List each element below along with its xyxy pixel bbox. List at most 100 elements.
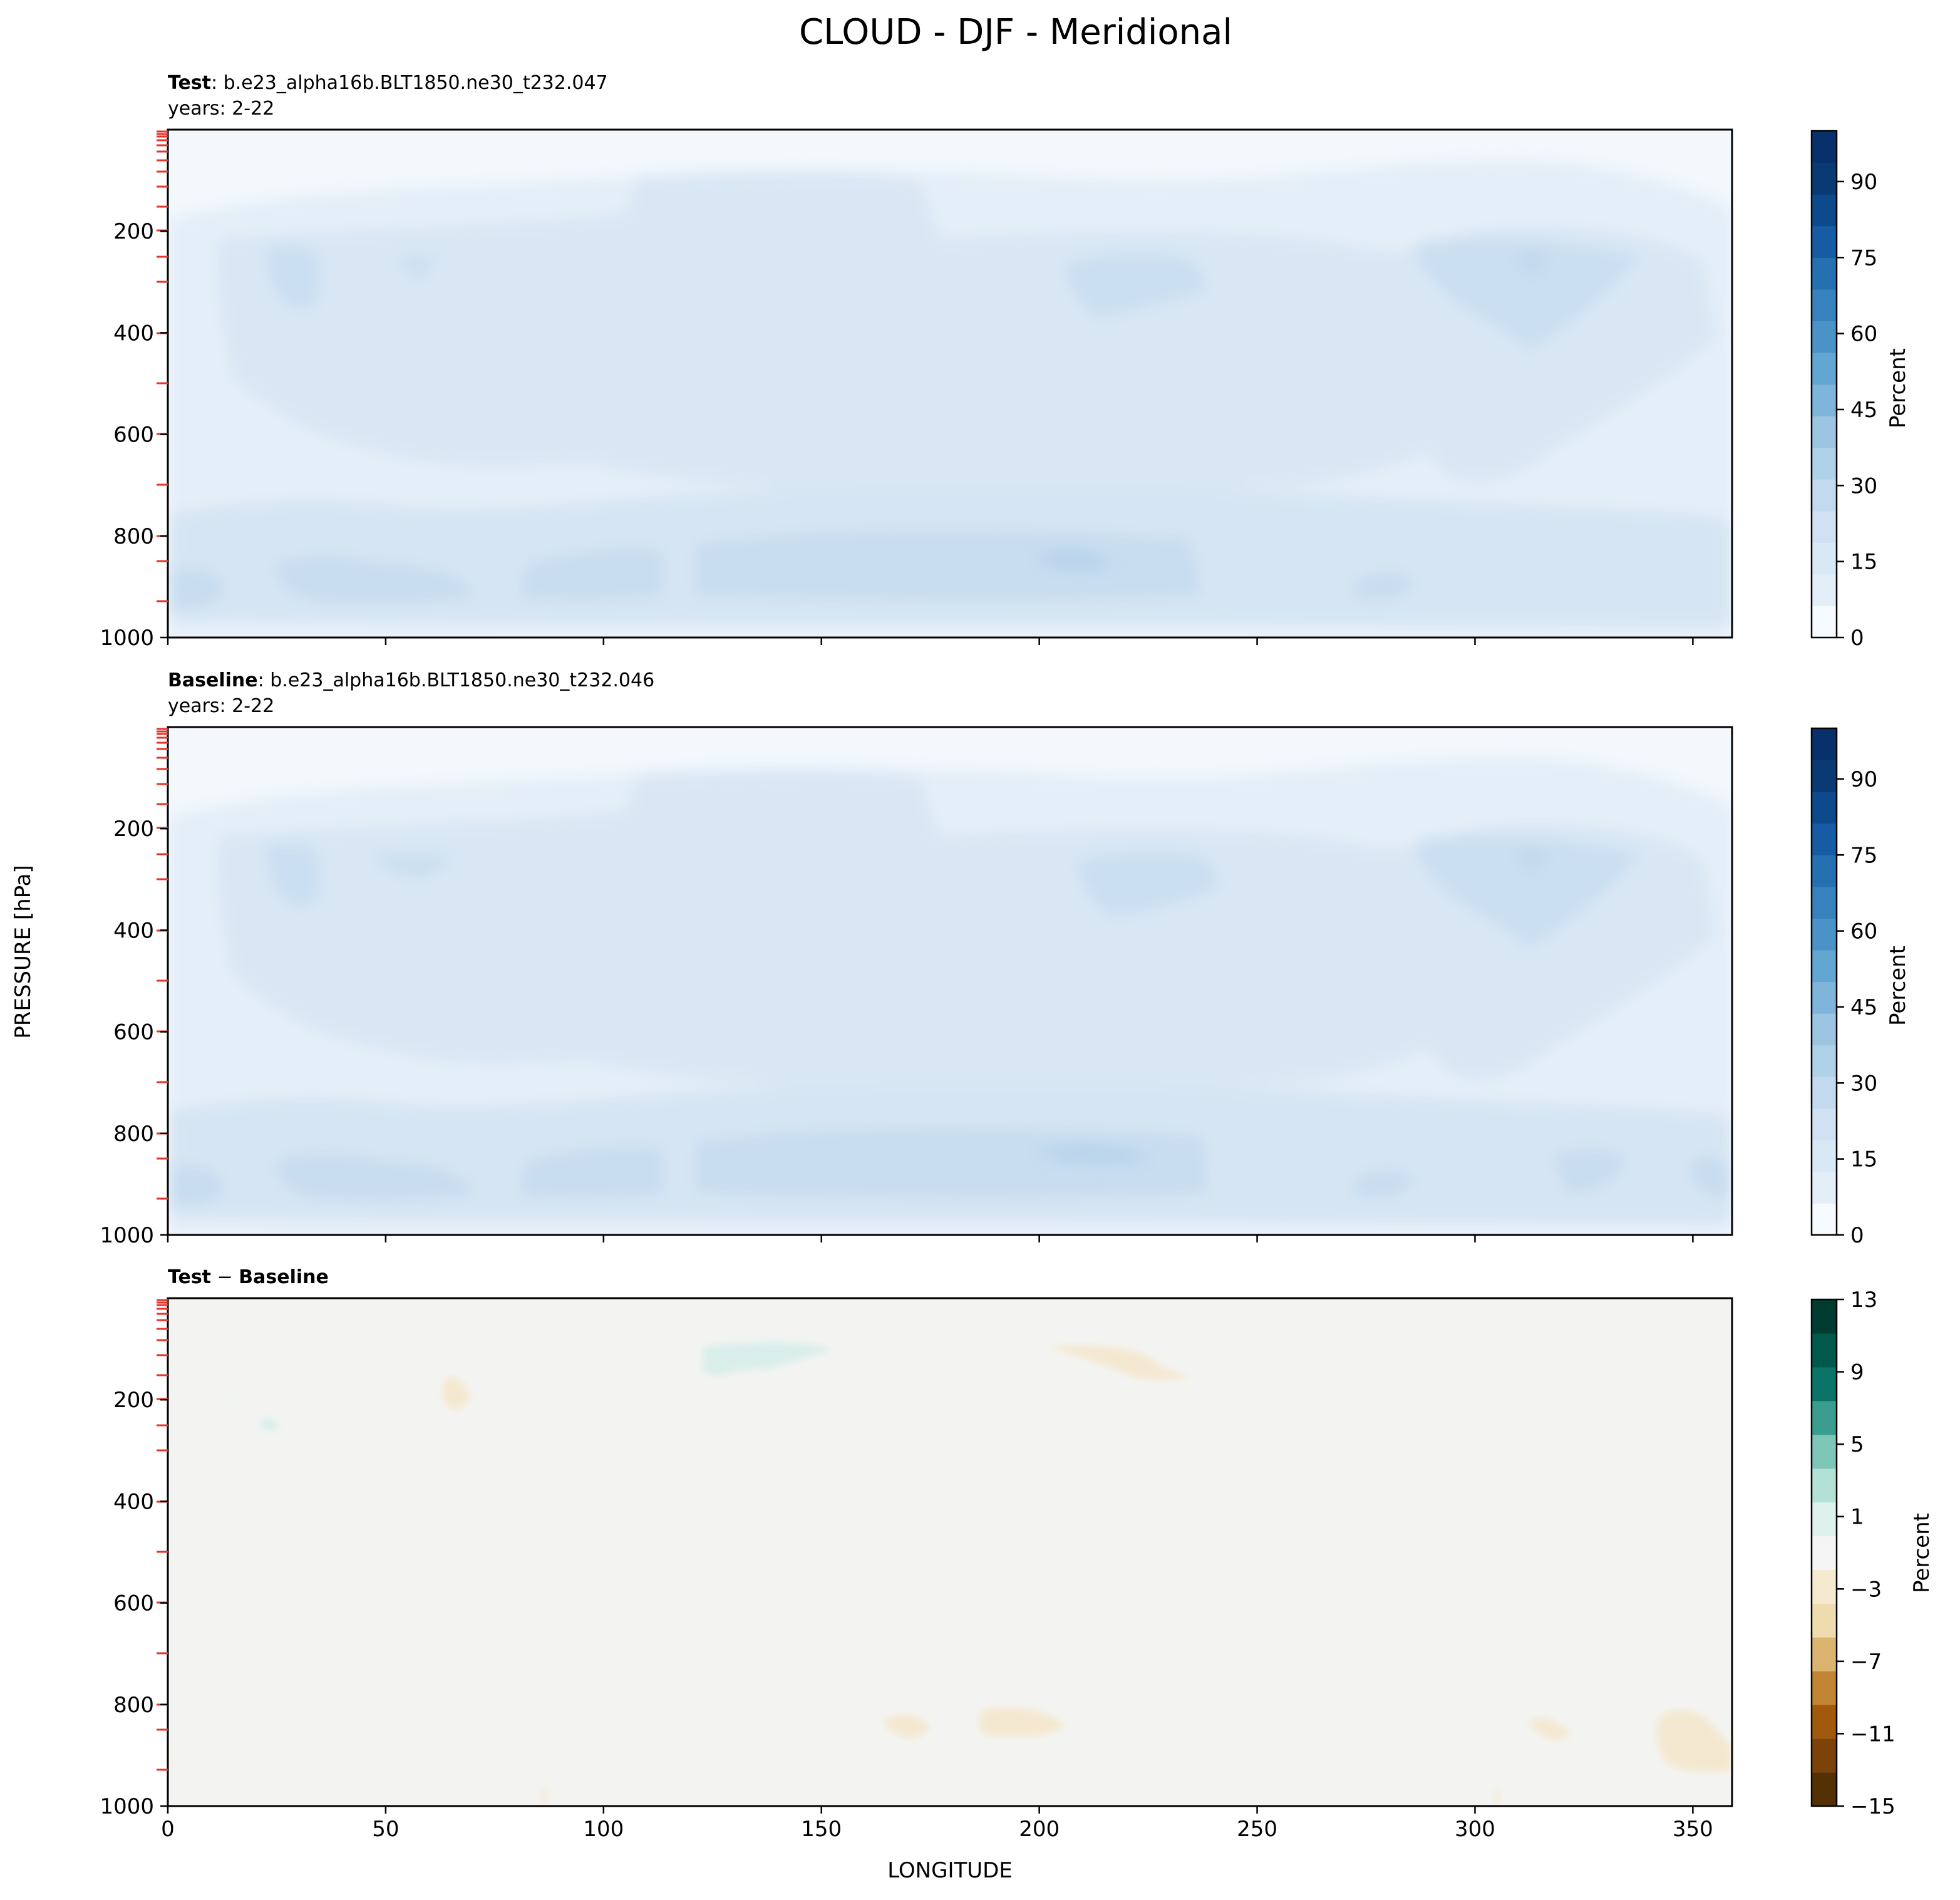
colorbar-segment: [1812, 1637, 1837, 1671]
y-tick-label: 600: [113, 1591, 154, 1616]
baseline-colorbar-label: Percent: [1885, 946, 1911, 1026]
colorbar-tick-label: 0: [1850, 626, 1864, 651]
colorbar-tick-label: 0: [1850, 1223, 1864, 1248]
x-tick-label: 200: [1019, 1817, 1060, 1842]
colorbar-segment: [1812, 1140, 1837, 1172]
panel-diff-label-baseline: Baseline: [239, 1266, 329, 1288]
colorbar-tick-label: −11: [1850, 1722, 1896, 1747]
colorbar-segment: [1812, 1468, 1837, 1503]
colorbar-segment: [1812, 1738, 1837, 1773]
colorbar-segment: [1812, 384, 1837, 416]
test-colorbar-label: Percent: [1885, 348, 1911, 428]
x-tick-label: 50: [372, 1817, 399, 1842]
colorbar-tick-label: 13: [1850, 1288, 1877, 1313]
colorbar-frame: [1810, 727, 1838, 1236]
colorbar-tick-label: 90: [1850, 767, 1877, 792]
y-tick-label: 400: [113, 918, 154, 943]
colorbar-tick-label: 75: [1850, 843, 1877, 868]
colorbar-segment: [1812, 225, 1837, 258]
colorbar-segment: [1812, 918, 1837, 951]
colorbar-segment: [1812, 1108, 1837, 1140]
y-tick-label: 400: [113, 321, 154, 346]
colorbar-segment: [1812, 1013, 1837, 1046]
x-tick-label: 150: [801, 1817, 842, 1842]
panel-baseline-years: years: 2-22: [168, 695, 274, 717]
y-tick-label: 800: [113, 524, 154, 549]
colorbar-segment: [1812, 1603, 1837, 1638]
colorbar-segment: [1812, 479, 1837, 512]
colorbar-segment: [1812, 1045, 1837, 1077]
y-tick-label: 800: [113, 1122, 154, 1147]
y-tick-label: 600: [113, 423, 154, 448]
colorbar-tick-label: −3: [1850, 1577, 1882, 1602]
test-x-axis: [167, 638, 1694, 645]
panel-test-label-bold: Test: [168, 72, 211, 94]
colorbar-segment: [1812, 162, 1837, 195]
y-tick-label: 200: [113, 219, 154, 244]
panel-diff-label-minus: −: [211, 1266, 239, 1288]
colorbar-tick-label: 30: [1850, 1071, 1877, 1096]
colorbar-segment: [1812, 289, 1837, 321]
colorbar-tick-label: 60: [1850, 919, 1877, 944]
colorbar-segment: [1812, 194, 1837, 227]
diff-pressure-level-markers: [157, 1299, 168, 1771]
y-tick-label: 400: [113, 1489, 154, 1514]
colorbar-segment: [1812, 855, 1837, 887]
diff-colorbar-label: Percent: [1909, 1513, 1934, 1593]
colorbar-segment: [1812, 1400, 1837, 1435]
y-tick-label: 200: [113, 1388, 154, 1413]
colorbar-tick-label: 15: [1850, 1147, 1877, 1172]
y-tick-label: 200: [113, 817, 154, 842]
colorbar-segment: [1812, 823, 1837, 855]
colorbar-segment: [1812, 352, 1837, 385]
panel-difference: Test − Baseline: [100, 1266, 1733, 1842]
colorbar-segment: [1812, 321, 1837, 353]
colorbar-tick-label: 60: [1850, 322, 1877, 347]
y-tick-label: 800: [113, 1693, 154, 1718]
test-contour-field: [168, 130, 1732, 638]
y-axis-label: PRESSURE [hPa]: [11, 865, 36, 1038]
colorbar-segment: [1812, 510, 1837, 543]
panel-baseline: Baseline: b.e23_alpha16b.BLT1850.ne30_t2…: [100, 669, 1733, 1248]
colorbar-segment: [1812, 1772, 1837, 1807]
colorbar-segment: [1812, 728, 1837, 761]
colorbar-segment: [1812, 574, 1837, 607]
colorbar-segment: [1812, 1434, 1837, 1469]
colorbar-tick-label: 5: [1850, 1432, 1864, 1457]
panel-test: Test: b.e23_alpha16b.BLT1850.ne30_t232.0…: [100, 72, 1733, 651]
colorbar-tick-label: 45: [1850, 398, 1877, 423]
colorbar-tick-label: 1: [1850, 1505, 1864, 1530]
y-tick-label: 1000: [100, 1223, 154, 1248]
test-pressure-level-markers: [157, 130, 168, 602]
colorbar-segment: [1812, 416, 1837, 448]
colorbar-segment: [1812, 886, 1837, 919]
colorbar-segment: [1812, 1705, 1837, 1739]
x-tick-label: 300: [1455, 1817, 1495, 1842]
colorbar-segment: [1812, 1076, 1837, 1109]
panel-baseline-label-case: : b.e23_alpha16b.BLT1850.ne30_t232.046: [258, 669, 655, 691]
colorbar-segment: [1812, 1536, 1837, 1571]
figure-title: CLOUD - DJF - Meridional: [799, 12, 1232, 53]
panel-test-label: Test: b.e23_alpha16b.BLT1850.ne30_t232.0…: [168, 72, 608, 94]
y-tick-label: 1000: [100, 626, 154, 651]
colorbar-tick-label: 9: [1850, 1360, 1864, 1385]
colorbar-segment: [1812, 1366, 1837, 1402]
colorbar-segment: [1812, 257, 1837, 290]
colorbar-frame: [1810, 1298, 1838, 1807]
colorbar-segment: [1812, 131, 1837, 163]
x-axis-label: LONGITUDE: [887, 1858, 1013, 1883]
panel-test-years: years: 2-22: [168, 98, 274, 120]
baseline-x-axis: [167, 1235, 1694, 1242]
panel-diff-label: Test − Baseline: [168, 1266, 329, 1288]
colorbar-segment: [1812, 1203, 1837, 1236]
colorbar-segment: [1812, 606, 1837, 638]
x-tick-label: 100: [583, 1817, 624, 1842]
colorbar-tick-label: −15: [1850, 1794, 1896, 1819]
baseline-pressure-level-markers: [157, 728, 168, 1200]
colorbar-tick-label: 15: [1850, 550, 1877, 575]
colorbar-segment: [1812, 447, 1837, 480]
colorbar-frame: [1810, 130, 1838, 639]
colorbar-segment: [1812, 981, 1837, 1014]
y-tick-label: 600: [113, 1020, 154, 1045]
